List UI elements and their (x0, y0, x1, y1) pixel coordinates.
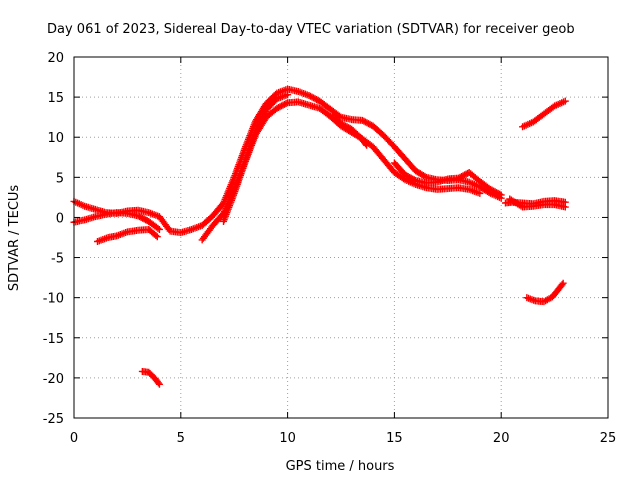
data-point-track-f (401, 171, 409, 179)
data-point-track-a-main (305, 92, 313, 100)
data-point-track-c (152, 231, 160, 239)
data-point-track-a-offset (282, 100, 290, 108)
y-tick-label: -10 (43, 292, 64, 307)
data-point-track-e (362, 140, 370, 148)
data-point-track-f (403, 172, 411, 180)
data-point-track-a-offset (476, 189, 484, 197)
data-point-track-a-main (360, 117, 368, 125)
data-point-track-h (561, 203, 569, 211)
data-point-track-f (406, 173, 414, 181)
data-point-track-b (142, 216, 150, 224)
data-point-track-f (461, 171, 469, 179)
data-point-track-f (494, 189, 502, 197)
data-point-track-f (496, 190, 504, 198)
plot-frame (73, 56, 609, 419)
data-point-track-e (339, 120, 347, 128)
data-point-track-a-offset (276, 103, 284, 111)
data-point-track-a-main (313, 96, 321, 104)
data-point-track-h (517, 202, 525, 210)
x-tick-label: 0 (70, 431, 78, 446)
data-point-track-i (561, 97, 569, 105)
data-point-track-a-main (421, 172, 429, 180)
data-point-track-f (404, 173, 412, 181)
y-tick-label: 15 (47, 91, 64, 106)
data-point-track-a-main (364, 120, 372, 128)
data-point-track-f (488, 186, 496, 194)
data-point-track-a-main (335, 112, 343, 120)
data-point-track-a-offset (274, 104, 282, 112)
data-point-track-f (487, 185, 495, 193)
chart-title: Day 061 of 2023, Sidereal Day-to-day VTE… (47, 22, 575, 37)
x-tick-label: 10 (279, 431, 296, 446)
data-point-track-e (337, 120, 345, 128)
data-point-track-a-main (308, 93, 316, 101)
data-point-track-j (559, 279, 567, 287)
data-point-track-e (345, 124, 353, 132)
data-point-track-f (409, 175, 417, 183)
data-point-track-f (491, 188, 499, 196)
data-point-track-f (459, 172, 467, 180)
y-tick-label: 5 (56, 171, 64, 186)
data-point-track-e (343, 123, 351, 131)
data-point-track-b (134, 212, 142, 220)
x-tick-label: 20 (493, 431, 510, 446)
data-point-track-a-offset (279, 101, 287, 109)
data-point-track-f (490, 187, 498, 195)
y-axis-label: SDTVAR / TECUs (7, 185, 22, 292)
x-tick-label: 25 (600, 431, 617, 446)
data-point-track-a-offset (273, 104, 281, 112)
data-point-track-f (410, 176, 418, 184)
data-point-track-f (456, 173, 464, 181)
y-tick-label: -25 (43, 412, 64, 427)
data-point-track-a-main (361, 118, 369, 126)
data-point-track-e (363, 141, 371, 149)
data-point-track-j (558, 281, 566, 289)
data-point-track-a-main (366, 120, 374, 128)
data-point-track-f (458, 173, 466, 181)
data-point-track-e (342, 122, 350, 130)
data-point-track-f (493, 189, 501, 197)
y-tick-label: -20 (43, 372, 64, 387)
data-point-track-k (154, 379, 162, 387)
x-tick-label: 15 (386, 431, 403, 446)
y-tick-label: 10 (47, 131, 64, 146)
y-tick-label: -15 (43, 332, 64, 347)
data-point-track-b (139, 214, 147, 222)
data-point-track-a-main (311, 95, 319, 103)
data-point-track-b (137, 213, 145, 221)
x-tick-label: 5 (177, 431, 185, 446)
data-point-track-d (284, 91, 292, 99)
data-point-track-a-main (306, 92, 314, 100)
y-tick-label: 20 (47, 51, 64, 66)
plot-area: 0 5 10 15 20 25 -25 -20 -15 -10 -5 0 5 10 15 20 (43, 51, 617, 446)
data-point-track-f (454, 174, 462, 182)
data-point-track-f (497, 191, 505, 199)
data-point-track-a-offset (281, 100, 289, 108)
x-axis-label: GPS time / hours (286, 459, 395, 474)
y-tick-label: 0 (56, 211, 64, 226)
data-point-track-b (155, 225, 163, 233)
data-point-track-b (140, 215, 148, 223)
data-point-track-e (340, 121, 348, 129)
data-point-track-b (136, 213, 144, 221)
data-point-track-k (155, 380, 163, 388)
y-tick-label: -5 (51, 252, 64, 267)
data-point-track-a-offset (277, 102, 285, 110)
data-point-track-a-main (358, 116, 366, 124)
data-point-track-a-main (310, 94, 318, 102)
data-point-track-b (154, 224, 162, 232)
data-point-track-a-main (363, 119, 371, 127)
data-point-track-c (153, 233, 161, 241)
data-point-track-f (407, 174, 415, 182)
